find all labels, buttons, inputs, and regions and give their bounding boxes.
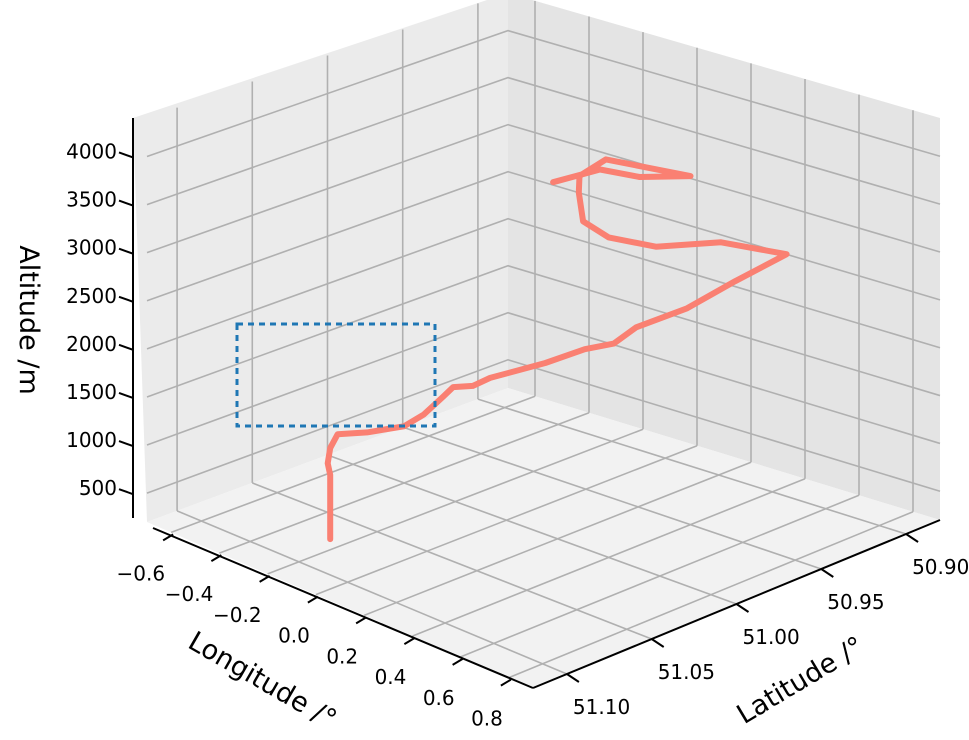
z-tick-0: [118, 488, 134, 496]
z-tick-label-0: 500: [79, 476, 117, 500]
chart-annotations: [235, 322, 437, 428]
x-tick-label-5: 0.4: [375, 665, 407, 689]
y-tick-label-0: 50.90: [912, 555, 969, 579]
grid-alt-2: [146, 264, 941, 398]
grid-alt-5: [146, 123, 941, 254]
z-tick-label-5: 3000: [66, 236, 117, 260]
y-tick-label-4: 51.10: [573, 695, 630, 719]
z-tick-label-4: 2500: [66, 284, 117, 308]
x-tick-0: [162, 533, 174, 542]
x-tick-3: [307, 595, 319, 604]
x-tick-label-3: 0.0: [278, 624, 310, 648]
x-tick-5: [403, 637, 415, 645]
x-tick-2: [259, 575, 271, 583]
grid-floor-lat-2: [327, 454, 737, 605]
z-tick-label-6: 3500: [66, 188, 117, 212]
x-tick-7: [500, 678, 512, 687]
z-tick-3: [118, 343, 134, 351]
grid-alt-7: [146, 29, 941, 158]
pane-longitude: [133, 0, 508, 522]
x-tick-6: [452, 658, 464, 666]
x-tick-1: [210, 554, 222, 562]
z-tick-5: [118, 247, 134, 255]
z-tick-2: [118, 392, 134, 399]
chart-axes: [118, 118, 941, 689]
z-tick-1: [118, 440, 134, 447]
grid-alt-1: [146, 311, 941, 446]
z-tick-label-3: 2000: [66, 332, 117, 356]
z-tick-label-2: 1500: [66, 380, 117, 404]
z-tick-6: [118, 199, 134, 207]
x-axis-line: [152, 527, 534, 689]
grid-alt-4: [146, 170, 941, 302]
z-tick-label-7: 4000: [66, 139, 117, 163]
grid-floor-lat-4: [176, 510, 568, 675]
y-tick-2: [735, 603, 750, 613]
z-tick-7: [118, 151, 134, 159]
y-tick-3: [651, 638, 665, 648]
z-axis-label: Altitude /m: [13, 245, 44, 395]
y-tick-0: [905, 533, 919, 543]
chart-tick-labels: 500 1000 1500 2000 2500 3000 3500 4000 −0.6−0.4−…: [66, 139, 969, 730]
grid-floor-lat-3: [252, 482, 652, 640]
grid-alt-3: [146, 217, 941, 350]
grid-alt-6: [146, 76, 941, 206]
y-tick-1: [820, 568, 834, 578]
z-tick-label-1: 1000: [66, 428, 117, 452]
x-axis-label: Longitude /°: [183, 626, 342, 736]
y-tick-4: [566, 673, 580, 683]
chart-series: [324, 156, 790, 543]
x-tick-label-6: 0.6: [423, 686, 455, 710]
grid-alt-0: [146, 358, 941, 494]
y-tick-label-1: 50.95: [827, 590, 884, 614]
chart-panes: [133, 0, 940, 688]
pane-floor: [147, 388, 940, 688]
x-tick-label-2: −0.2: [213, 603, 262, 627]
x-tick-label-4: 0.2: [326, 644, 358, 668]
pane-latitude: [508, 0, 940, 520]
x-tick-4: [355, 616, 367, 625]
annotation-dashed-rectangle: [235, 322, 437, 428]
z-tick-4: [118, 295, 134, 303]
grid-floor-lat-1: [402, 426, 822, 570]
chart-grid: [146, 0, 941, 679]
x-tick-label-7: 0.8: [471, 707, 503, 731]
series-line-0: [324, 156, 790, 543]
x-tick-label-0: −0.6: [117, 561, 166, 585]
y-tick-label-3: 51.05: [658, 660, 715, 684]
x-tick-label-1: −0.4: [165, 582, 214, 606]
grid-floor-lat-0: [477, 398, 907, 535]
y-tick-label-2: 51.00: [743, 625, 800, 649]
